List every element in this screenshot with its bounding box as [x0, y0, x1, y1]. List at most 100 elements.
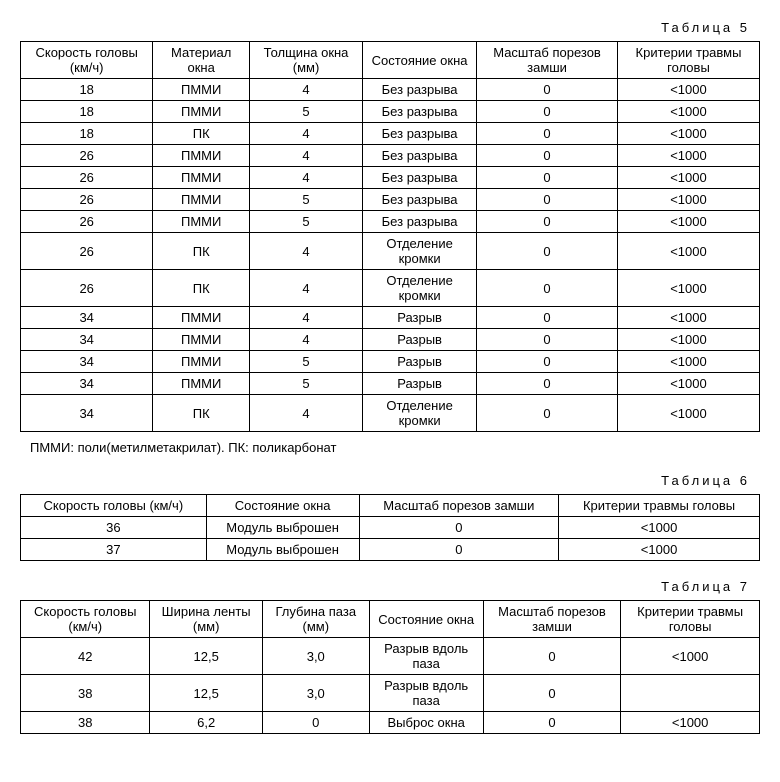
table7-col-header: Скорость головы (км/ч)	[21, 601, 150, 638]
table-cell: ПММИ	[153, 189, 250, 211]
table6-col-header: Критерии травмы головы	[559, 495, 760, 517]
table7-header-row: Скорость головы (км/ч) Ширина ленты (мм)…	[21, 601, 760, 638]
table7-col-header: Критерии травмы головы	[621, 601, 760, 638]
table-cell: <1000	[617, 373, 759, 395]
table7: Скорость головы (км/ч) Ширина ленты (мм)…	[20, 600, 760, 734]
table-cell: 4	[250, 233, 363, 270]
table-cell: <1000	[617, 123, 759, 145]
table5-note: ПММИ: поли(метилметакрилат). ПК: поликар…	[20, 440, 760, 455]
table5-col-header: Материал окна	[153, 42, 250, 79]
table-cell: Разрыв вдоль паза	[369, 638, 483, 675]
table-cell: 26	[21, 167, 153, 189]
table5: Скорость головы (км/ч) Материал окна Тол…	[20, 41, 760, 432]
table-cell: <1000	[617, 211, 759, 233]
table-cell	[621, 675, 760, 712]
table-cell: Без разрыва	[363, 167, 477, 189]
table-row: 34ПММИ4Разрыв0<1000	[21, 307, 760, 329]
table-cell: 5	[250, 211, 363, 233]
table-row: 26ПК4Отделение кромки0<1000	[21, 270, 760, 307]
table-cell: 0	[477, 307, 618, 329]
table5-col-header: Скорость головы (км/ч)	[21, 42, 153, 79]
table-cell: <1000	[621, 638, 760, 675]
table6-title: Таблица 6	[20, 473, 760, 488]
table-cell: Без разрыва	[363, 79, 477, 101]
table-row: 34ПК4Отделение кромки0<1000	[21, 395, 760, 432]
table-cell: 0	[359, 517, 559, 539]
table-cell: 5	[250, 101, 363, 123]
table-cell: 26	[21, 145, 153, 167]
table-cell: 0	[477, 79, 618, 101]
table-cell: 37	[21, 539, 207, 561]
table-cell: ПММИ	[153, 79, 250, 101]
table-row: 26ПММИ4Без разрыва0<1000	[21, 167, 760, 189]
table-cell: 34	[21, 373, 153, 395]
table-cell: 12,5	[150, 675, 262, 712]
table-cell: 34	[21, 307, 153, 329]
table-cell: <1000	[617, 270, 759, 307]
table-cell: 0	[477, 351, 618, 373]
table-cell: <1000	[559, 539, 760, 561]
table-cell: 4	[250, 145, 363, 167]
table-cell: Выброс окна	[369, 712, 483, 734]
table-cell: 26	[21, 211, 153, 233]
table-cell: 5	[250, 373, 363, 395]
table-cell: Модуль выброшен	[206, 517, 359, 539]
table-cell: ПММИ	[153, 101, 250, 123]
table-cell: <1000	[617, 329, 759, 351]
table-cell: <1000	[559, 517, 760, 539]
table-row: 34ПММИ4Разрыв0<1000	[21, 329, 760, 351]
table-row: 18ПММИ4Без разрыва0<1000	[21, 79, 760, 101]
table-row: 26ПММИ4Без разрыва0<1000	[21, 145, 760, 167]
table7-col-header: Глубина паза (мм)	[262, 601, 369, 638]
table7-col-header: Состояние окна	[369, 601, 483, 638]
table-cell: 26	[21, 189, 153, 211]
table-cell: 34	[21, 329, 153, 351]
table-cell: 0	[477, 189, 618, 211]
table-cell: 0	[477, 373, 618, 395]
table-cell: 0	[477, 395, 618, 432]
table-cell: <1000	[617, 101, 759, 123]
table-cell: Отделение кромки	[363, 395, 477, 432]
table-cell: Без разрыва	[363, 101, 477, 123]
table-cell: 26	[21, 270, 153, 307]
table-row: 37Модуль выброшен0<1000	[21, 539, 760, 561]
table-cell: 0	[359, 539, 559, 561]
table-cell: 34	[21, 351, 153, 373]
table-cell: ПММИ	[153, 145, 250, 167]
table5-col-header: Толщина окна (мм)	[250, 42, 363, 79]
table-cell: 18	[21, 123, 153, 145]
table-cell: 0	[477, 211, 618, 233]
table-cell: <1000	[617, 189, 759, 211]
table-cell: 0	[477, 167, 618, 189]
table-cell: <1000	[617, 307, 759, 329]
table-cell: 3,0	[262, 638, 369, 675]
table-row: 3812,53,0Разрыв вдоль паза0	[21, 675, 760, 712]
table-cell: Без разрыва	[363, 189, 477, 211]
table-cell: ПММИ	[153, 329, 250, 351]
table5-col-header: Состояние окна	[363, 42, 477, 79]
table-cell: 4	[250, 270, 363, 307]
table-cell: ПММИ	[153, 373, 250, 395]
table-row: 26ПММИ5Без разрыва0<1000	[21, 189, 760, 211]
table-row: 4212,53,0Разрыв вдоль паза0<1000	[21, 638, 760, 675]
table-cell: Разрыв	[363, 373, 477, 395]
table-cell: ПММИ	[153, 167, 250, 189]
table-cell: 0	[477, 270, 618, 307]
table7-col-header: Масштаб порезов замши	[483, 601, 621, 638]
table-cell: ПК	[153, 270, 250, 307]
table-cell: ПК	[153, 395, 250, 432]
table-cell: 4	[250, 123, 363, 145]
table-cell: 0	[477, 123, 618, 145]
table-cell: 0	[483, 675, 621, 712]
table-cell: 4	[250, 167, 363, 189]
table-cell: 0	[477, 233, 618, 270]
table-cell: 38	[21, 675, 150, 712]
table-cell: 0	[477, 145, 618, 167]
table-row: 34ПММИ5Разрыв0<1000	[21, 351, 760, 373]
table-cell: Без разрыва	[363, 123, 477, 145]
table-cell: 4	[250, 395, 363, 432]
table-cell: <1000	[617, 145, 759, 167]
table-cell: 5	[250, 189, 363, 211]
table-cell: 18	[21, 79, 153, 101]
table-cell: Модуль выброшен	[206, 539, 359, 561]
